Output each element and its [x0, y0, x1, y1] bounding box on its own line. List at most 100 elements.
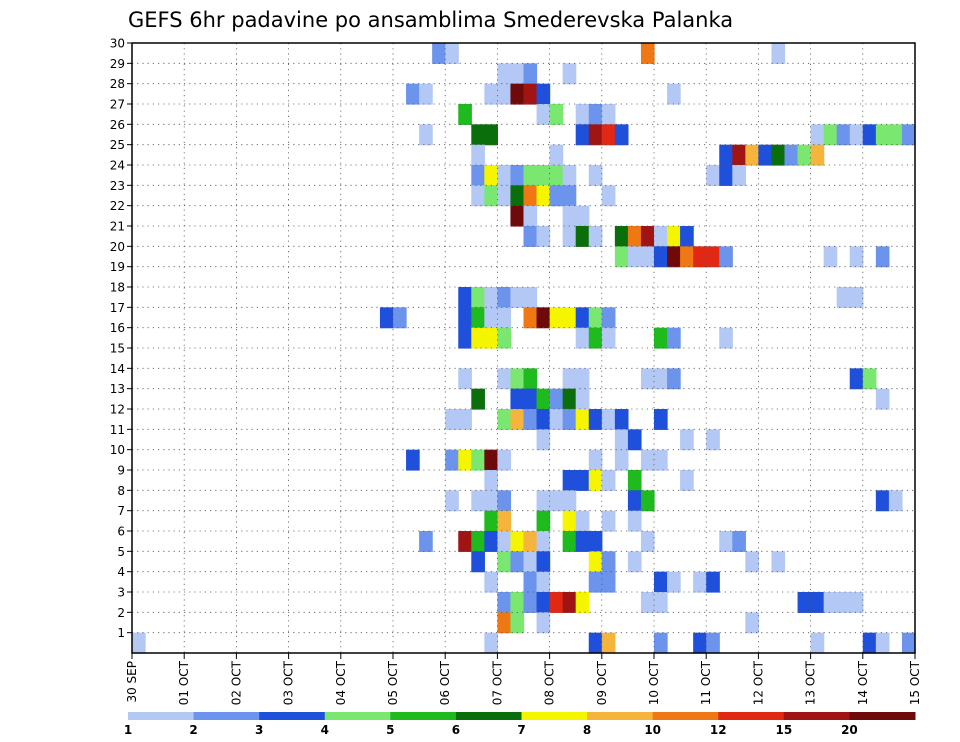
- y-tick-label: 17: [110, 301, 125, 315]
- heatmap-cell: [614, 124, 629, 146]
- colorbar-segment: [390, 712, 457, 720]
- y-tick-label: 19: [110, 260, 125, 274]
- heatmap-cell: [719, 327, 733, 349]
- heatmap-cell: [588, 226, 603, 247]
- y-tick-label: 4: [117, 565, 125, 579]
- y-tick-label: 18: [110, 281, 125, 295]
- heatmap-cell: [654, 226, 668, 247]
- heatmap-cell: [575, 327, 590, 349]
- heatmap-cell: [614, 226, 629, 247]
- heatmap-cell: [601, 104, 616, 125]
- heatmap-cell: [667, 83, 681, 105]
- heatmap-cell: [484, 490, 498, 512]
- heatmap-cell: [536, 592, 551, 613]
- heatmap-cell: [523, 185, 538, 207]
- heatmap-cell: [614, 449, 629, 471]
- heatmap-cell: [471, 144, 485, 166]
- heatmap-cell: [575, 368, 590, 390]
- x-axis-ticks: 30 SEP 01 OCT 02 OCT 03 OCT 04 OCT 05 OCT 06 O…: [125, 653, 922, 705]
- heatmap-cell: [810, 144, 825, 166]
- heatmap-cell: [484, 571, 498, 593]
- heatmap-cell: [849, 246, 864, 268]
- y-tick-label: 1: [117, 626, 125, 640]
- heatmap-cell: [901, 632, 916, 654]
- heatmap-cell: [667, 571, 681, 593]
- heatmap-cell: [575, 470, 590, 491]
- heatmap-cell: [549, 104, 564, 125]
- heatmap-cell: [654, 368, 668, 390]
- heatmap-cell: [784, 144, 799, 166]
- heatmap-cell: [536, 612, 551, 634]
- heatmap-cell: [419, 124, 433, 146]
- heatmap-cell: [654, 449, 668, 471]
- heatmap-cell: [562, 205, 577, 227]
- heatmap-cell: [523, 571, 538, 593]
- heatmap-cell: [536, 571, 551, 593]
- colorbar-segment: [587, 712, 654, 720]
- heatmap-cell: [497, 165, 512, 186]
- heatmap-cell: [875, 632, 890, 654]
- heatmap-cell: [523, 531, 538, 552]
- heatmap-cell: [706, 571, 720, 593]
- heatmap-cell: [471, 185, 485, 207]
- heatmap-cell: [875, 124, 890, 146]
- colorbar-label: 10: [644, 723, 661, 737]
- heatmap-cell: [588, 571, 603, 593]
- x-tick-label: 13 OCT: [804, 660, 818, 705]
- heatmap-cell: [693, 246, 707, 268]
- x-tick-label: 05 OCT: [386, 660, 400, 705]
- heatmap-cell: [588, 470, 603, 491]
- y-tick-label: 7: [117, 504, 125, 518]
- heatmap-cell: [562, 307, 577, 329]
- heatmap-cell: [471, 124, 485, 146]
- heatmap-cell: [680, 429, 694, 451]
- y-axis-ticks: 1234567891011121314151617181920212223242…: [110, 37, 132, 640]
- x-tick-label: 01 OCT: [177, 660, 191, 705]
- heatmap-cell: [484, 165, 498, 186]
- heatmap-cell: [601, 409, 616, 430]
- heatmap-cell: [588, 632, 603, 654]
- y-tick-label: 22: [110, 199, 125, 213]
- heatmap-cell: [406, 83, 420, 105]
- y-tick-label: 21: [110, 220, 125, 234]
- heatmap-cell: [562, 510, 577, 532]
- heatmap-cell: [510, 612, 525, 634]
- colorbar-label: 2: [189, 723, 197, 737]
- heatmap-cell: [706, 246, 720, 268]
- heatmap-cell: [497, 287, 512, 308]
- x-tick-label: 11 OCT: [699, 660, 713, 705]
- heatmap-cell: [497, 510, 512, 532]
- heatmap-cell: [549, 307, 564, 329]
- y-tick-label: 15: [110, 342, 125, 356]
- heatmap-cell: [523, 388, 538, 410]
- heatmap-cell: [640, 449, 655, 471]
- heatmap-cell: [523, 592, 538, 613]
- heatmap-cell: [614, 429, 629, 451]
- heatmap-cell: [588, 409, 603, 430]
- heatmap-cell: [601, 632, 616, 654]
- heatmap-cell: [536, 490, 551, 512]
- colorbar-label: 12: [710, 723, 727, 737]
- heatmap-cell: [484, 510, 498, 532]
- colorbar-label: 7: [517, 723, 525, 737]
- colorbar-label: 8: [583, 723, 591, 737]
- heatmap-cell: [445, 490, 459, 512]
- heatmap-cell: [549, 185, 564, 207]
- heatmap-cell: [562, 226, 577, 247]
- heatmap-cell: [797, 144, 812, 166]
- heatmap-cell: [680, 246, 694, 268]
- heatmap-cell: [393, 307, 407, 329]
- heatmap-cell: [562, 368, 577, 390]
- colorbar-label: 20: [841, 723, 858, 737]
- heatmap-cell: [575, 104, 590, 125]
- heatmap-cell: [484, 307, 498, 329]
- heatmap-cell: [562, 592, 577, 613]
- heatmap-cell: [601, 124, 616, 146]
- heatmap-cell: [888, 124, 903, 146]
- heatmap-cell: [901, 124, 916, 146]
- heatmap-cell: [523, 205, 538, 227]
- y-tick-label: 13: [110, 382, 125, 396]
- heatmap-cell: [497, 449, 512, 471]
- y-tick-label: 30: [110, 37, 125, 51]
- heatmap-cell: [614, 246, 629, 268]
